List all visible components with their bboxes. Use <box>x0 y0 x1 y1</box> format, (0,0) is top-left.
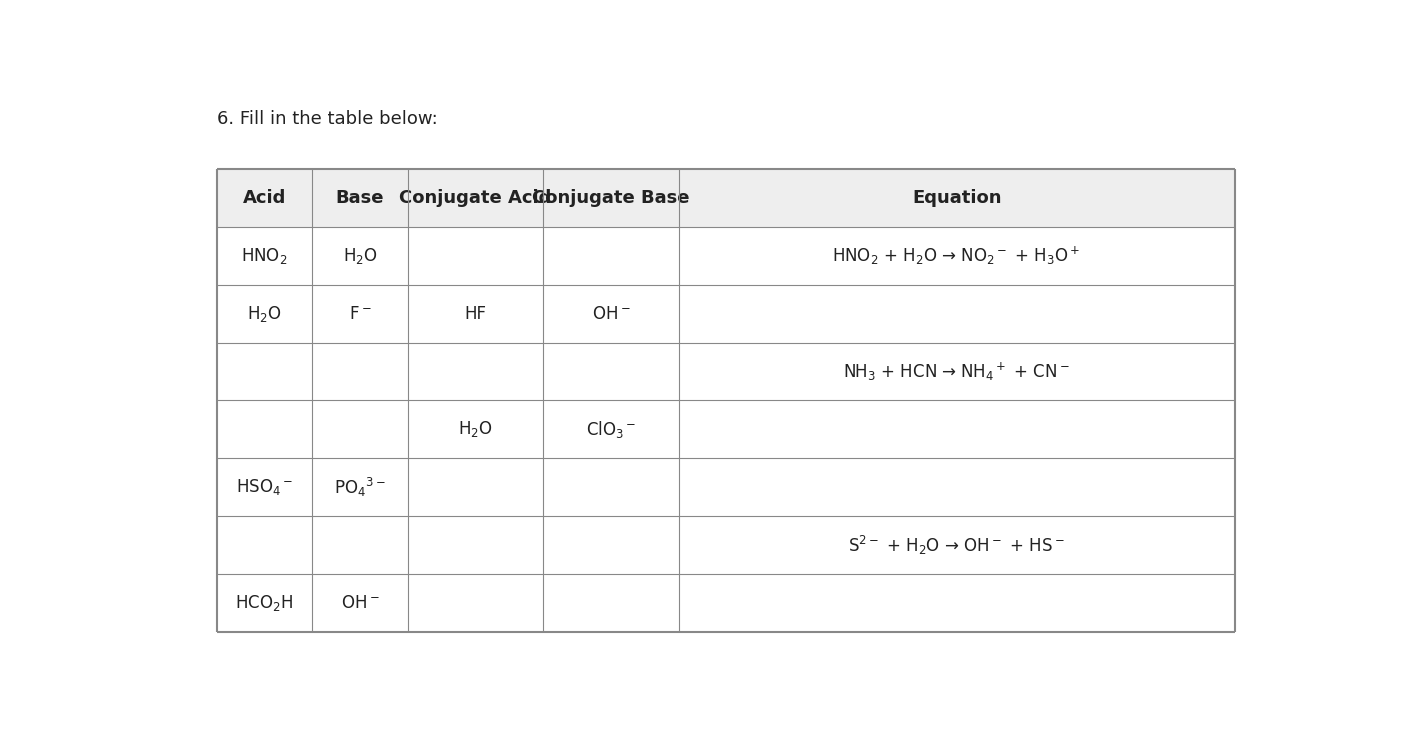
Text: HNO$_2$ + H$_2$O → NO$_2$$^-$ + H$_3$O$^+$: HNO$_2$ + H$_2$O → NO$_2$$^-$ + H$_3$O$^… <box>833 244 1081 267</box>
Text: S$^{2-}$ + H$_2$O → OH$^-$ + HS$^-$: S$^{2-}$ + H$_2$O → OH$^-$ + HS$^-$ <box>848 534 1066 557</box>
Text: Conjugate Acid: Conjugate Acid <box>400 189 552 207</box>
Text: H$_2$O: H$_2$O <box>342 246 377 265</box>
Text: 6. Fill in the table below:: 6. Fill in the table below: <box>216 110 437 128</box>
Text: OH$^-$: OH$^-$ <box>341 594 380 612</box>
Text: H$_2$O: H$_2$O <box>458 419 494 440</box>
Text: Base: Base <box>336 189 384 207</box>
Text: HNO$_2$: HNO$_2$ <box>241 246 287 265</box>
Text: Acid: Acid <box>243 189 286 207</box>
Text: NH$_3$ + HCN → NH$_4$$^+$ + CN$^-$: NH$_3$ + HCN → NH$_4$$^+$ + CN$^-$ <box>843 360 1070 383</box>
Text: Equation: Equation <box>911 189 1001 207</box>
Text: F$^-$: F$^-$ <box>349 305 372 323</box>
Text: HF: HF <box>464 305 486 323</box>
Text: H$_2$O: H$_2$O <box>247 303 282 324</box>
Text: HCO$_2$H: HCO$_2$H <box>236 593 293 613</box>
Text: HSO$_4$$^-$: HSO$_4$$^-$ <box>236 477 293 497</box>
Text: OH$^-$: OH$^-$ <box>592 305 631 323</box>
Text: PO$_4$$^{3-}$: PO$_4$$^{3-}$ <box>334 476 386 499</box>
Text: ClO$_3$$^-$: ClO$_3$$^-$ <box>586 419 637 440</box>
Text: Conjugate Base: Conjugate Base <box>533 189 690 207</box>
